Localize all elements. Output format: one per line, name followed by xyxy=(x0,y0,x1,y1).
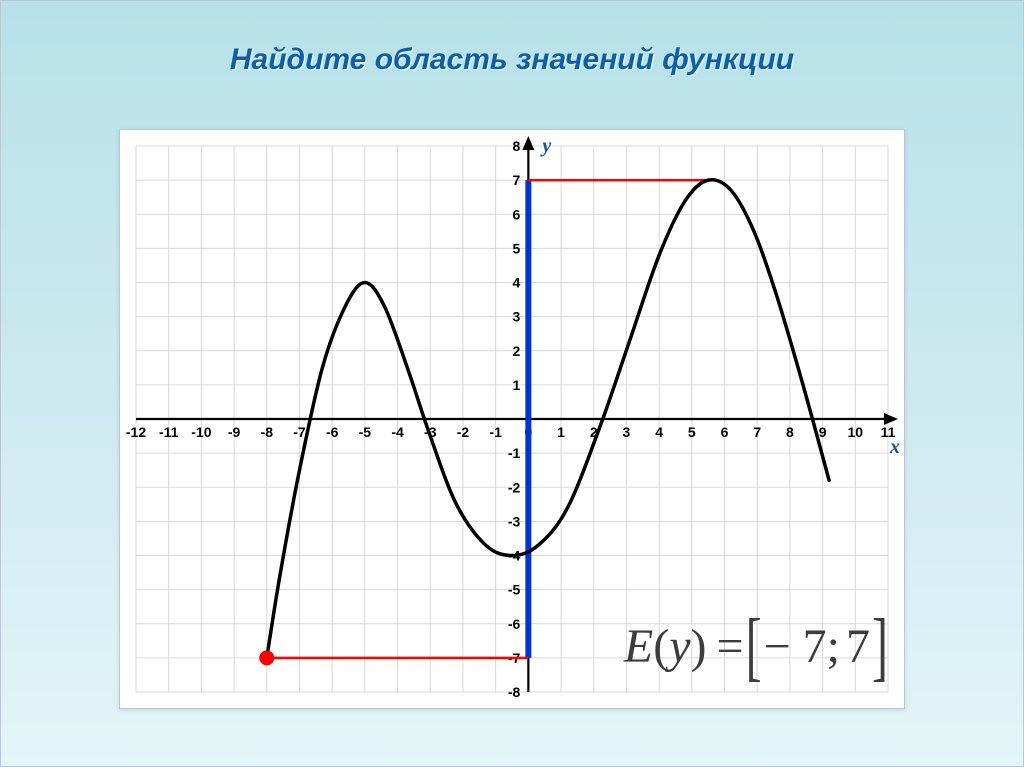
svg-text:-2: -2 xyxy=(457,424,470,440)
formula-lbr: [ xyxy=(744,603,764,691)
svg-text:-8: -8 xyxy=(508,684,521,700)
svg-text:y: y xyxy=(540,135,551,157)
formula-sep: ; xyxy=(827,619,840,674)
svg-text:4: 4 xyxy=(655,424,663,440)
svg-text:8: 8 xyxy=(513,138,521,154)
svg-text:-3: -3 xyxy=(508,513,521,529)
svg-text:-12: -12 xyxy=(126,424,146,440)
slide-title: Найдите область значений функции xyxy=(1,43,1023,77)
svg-text:-1: -1 xyxy=(508,445,521,461)
svg-text:-6: -6 xyxy=(326,424,339,440)
formula-E: E xyxy=(624,619,653,674)
svg-text:10: 10 xyxy=(848,424,864,440)
formula-eq: = xyxy=(717,619,744,674)
svg-text:3: 3 xyxy=(513,309,521,325)
svg-text:6: 6 xyxy=(513,206,521,222)
formula-rbr: ] xyxy=(870,603,890,691)
svg-text:-11: -11 xyxy=(159,424,179,440)
svg-text:2: 2 xyxy=(513,343,521,359)
svg-text:7: 7 xyxy=(513,172,521,188)
range-formula: E ( y ) = [ − 7 ; 7 ] xyxy=(624,619,890,674)
svg-text:9: 9 xyxy=(819,424,827,440)
svg-text:1: 1 xyxy=(513,377,521,393)
svg-text:-2: -2 xyxy=(508,479,521,495)
svg-text:8: 8 xyxy=(786,424,794,440)
svg-text:-4: -4 xyxy=(391,424,404,440)
svg-text:-5: -5 xyxy=(508,582,521,598)
chart-container: -12-11-10-9-8-7-6-5-4-3-2-10123456789101… xyxy=(119,129,905,709)
svg-text:7: 7 xyxy=(753,424,761,440)
svg-text:3: 3 xyxy=(623,424,631,440)
svg-text:5: 5 xyxy=(513,240,521,256)
slide: Найдите область значений функции -12-11-… xyxy=(0,0,1024,767)
svg-text:6: 6 xyxy=(721,424,729,440)
svg-text:4: 4 xyxy=(513,275,521,291)
svg-text:x: x xyxy=(889,436,900,458)
svg-text:1: 1 xyxy=(557,424,565,440)
formula-a: − 7 xyxy=(764,619,827,674)
formula-arg: y xyxy=(669,619,690,674)
svg-text:-1: -1 xyxy=(489,424,502,440)
svg-text:-6: -6 xyxy=(508,616,521,632)
svg-text:5: 5 xyxy=(688,424,696,440)
svg-text:-10: -10 xyxy=(191,424,211,440)
svg-text:-8: -8 xyxy=(261,424,274,440)
svg-text:-9: -9 xyxy=(228,424,241,440)
svg-text:-5: -5 xyxy=(359,424,372,440)
svg-text:-7: -7 xyxy=(293,424,306,440)
formula-b: 7 xyxy=(846,619,870,674)
